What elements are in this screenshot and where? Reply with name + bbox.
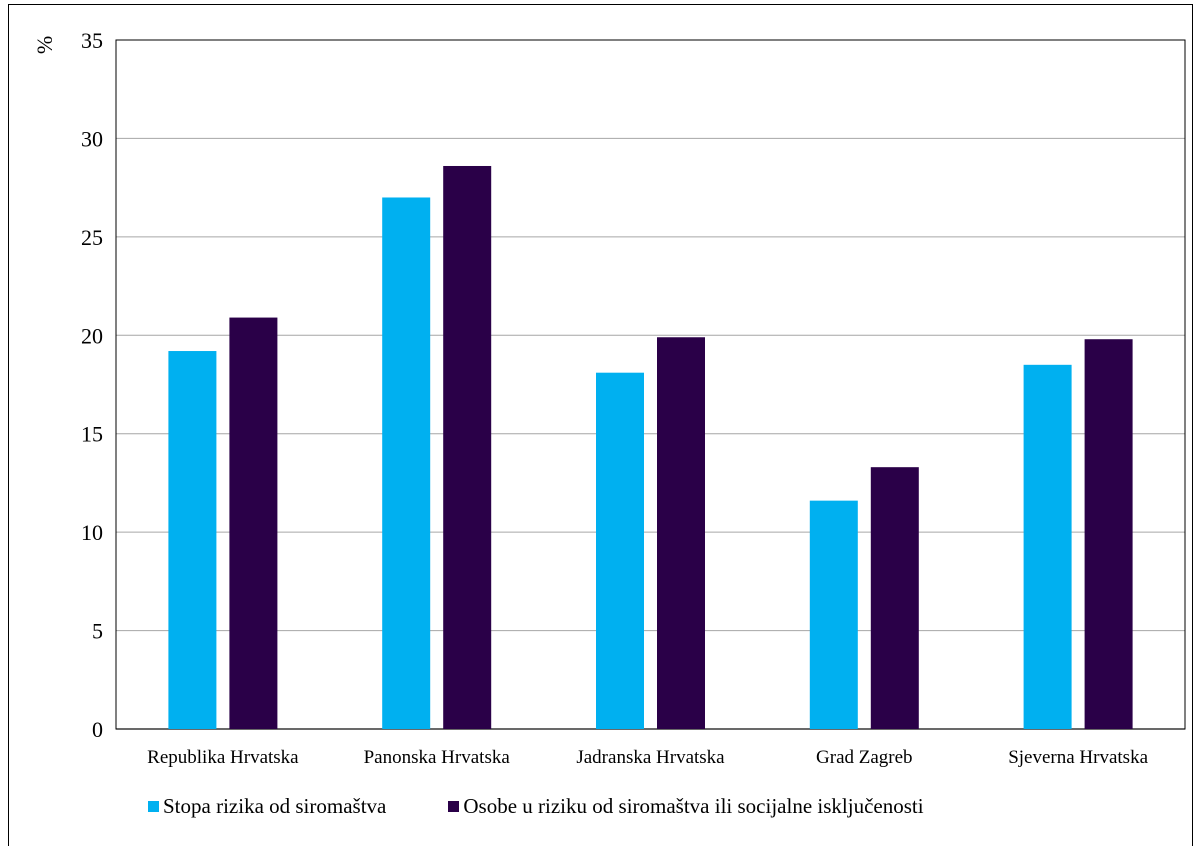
bar-series-2 [657,337,705,729]
bars [168,165,1133,729]
y-tick-label: 0 [92,717,103,742]
legend-label-series-1: Stopa rizika od siromaštva [163,794,387,818]
legend: Stopa rizika od siromaštva Osobe u rizik… [148,794,986,819]
legend-label-series-2: Osobe u riziku od siromaštva ili socijal… [463,794,924,818]
x-category-label: Republika Hrvatska [147,747,299,768]
chart-frame [8,4,1193,846]
y-tick-label: 25 [81,225,103,250]
y-axis-unit-label: % [32,36,57,54]
legend-swatch-series-1 [148,801,159,812]
bar-series-1 [168,351,217,729]
bar-series-1 [1023,364,1072,729]
legend-item-series-1: Stopa rizika od siromaštva [148,794,386,819]
y-tick-label: 30 [81,126,103,151]
bar-series-2 [1084,339,1133,729]
x-category-label: Sjeverna Hrvatska [1008,747,1148,768]
y-tick-label: 35 [81,28,103,53]
bar-series-2 [229,317,278,729]
bar-series-1 [382,197,431,729]
gridlines [116,137,1185,730]
bar-series-2 [443,165,492,729]
y-tick-label: 20 [81,323,103,348]
x-category-label: Panonska Hrvatska [364,747,511,768]
bar-series-2 [870,467,919,729]
bar-series-1 [809,500,858,729]
legend-item-series-2: Osobe u riziku od siromaštva ili socijal… [448,794,924,819]
x-axis-categories: Republika Hrvatska Panonska Hrvatska Jadra… [147,747,1148,768]
y-tick-label: 15 [81,422,103,447]
bar-series-1 [596,372,644,729]
plot-area [115,39,1186,730]
y-tick-label: 5 [92,619,103,644]
y-tick-label: 10 [81,520,103,545]
x-category-label: Jadranska Hrvatska [576,747,725,768]
y-axis-ticks: 0 5 10 15 20 25 30 35 [81,28,103,742]
x-category-label: Grad Zagreb [816,747,913,768]
legend-swatch-series-2 [448,801,460,812]
